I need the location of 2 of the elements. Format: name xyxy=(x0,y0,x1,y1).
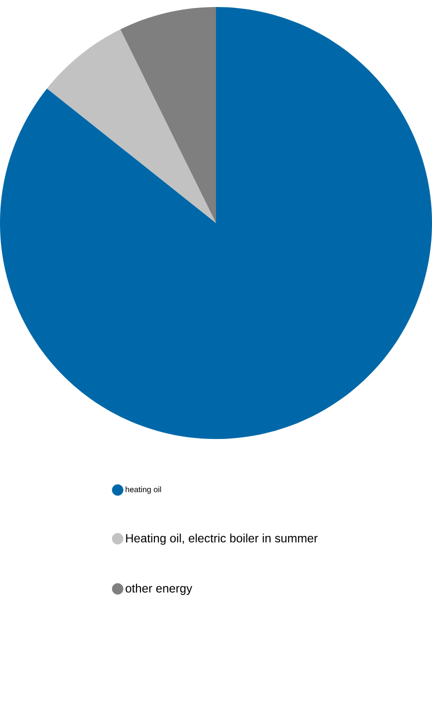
legend-label: other energy xyxy=(126,584,192,595)
legend-label: Heating oil, electric boiler in summer xyxy=(126,534,318,545)
